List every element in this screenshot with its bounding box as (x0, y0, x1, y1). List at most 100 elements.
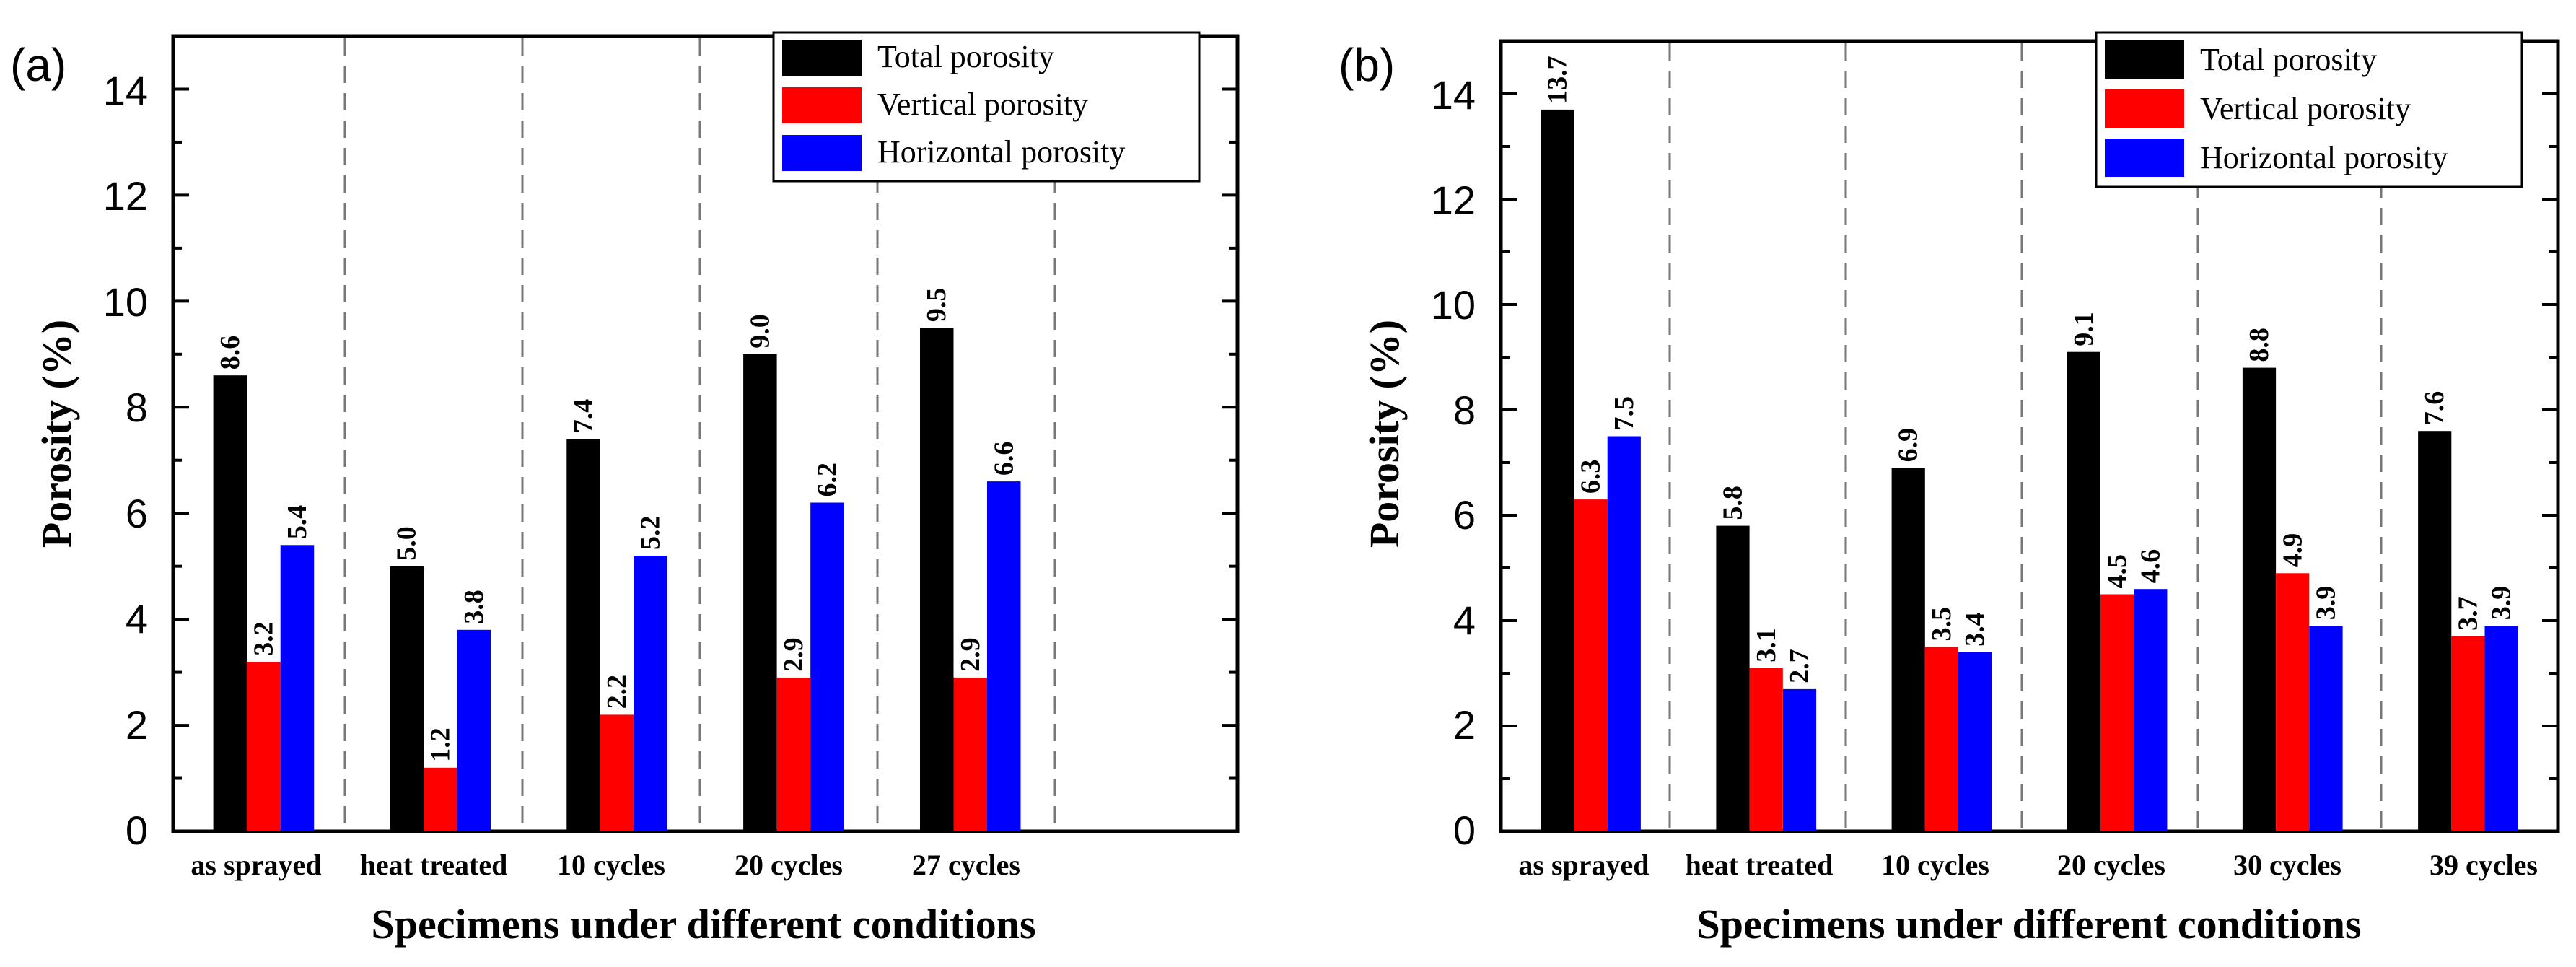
y-tick-label: 0 (126, 808, 148, 853)
bar (1924, 647, 1958, 831)
y-tick-label: 6 (126, 491, 148, 536)
data-label: 6.6 (989, 442, 1019, 476)
bar (390, 566, 424, 831)
data-label: 3.4 (1960, 612, 1990, 647)
data-label: 9.1 (2069, 312, 2099, 346)
plot-frame (171, 34, 1240, 833)
data-label: 6.2 (812, 463, 842, 497)
bar (1607, 436, 1641, 831)
bar (2067, 351, 2100, 831)
plot-frame (1499, 39, 2560, 833)
y-tick-label: 2 (126, 702, 148, 748)
category-separators (343, 38, 1056, 829)
legend-swatch-total-porosity (782, 40, 862, 76)
bar (987, 481, 1021, 831)
data-label: 3.7 (2453, 596, 2483, 631)
bar (2276, 573, 2310, 831)
data-label: 5.2 (636, 516, 666, 551)
bar (743, 354, 777, 831)
y-tick-label: 10 (103, 279, 148, 325)
data-label: 1.2 (425, 727, 455, 762)
bar (810, 502, 844, 831)
x-tick-label: heat treated (1686, 849, 1834, 881)
bar (566, 439, 600, 831)
y-tick-label: 0 (1453, 808, 1476, 853)
data-label: 8.8 (2244, 328, 2274, 362)
x-tick-label: 30 cycles (2233, 849, 2341, 881)
data-label: 2.9 (955, 637, 986, 672)
y-tick-label: 8 (1453, 388, 1476, 433)
data-label: 6.3 (1576, 460, 1606, 494)
x-tick-label: heat treated (360, 849, 508, 881)
bar-series-vertical-porosity (1574, 499, 2485, 831)
category-separators (1668, 43, 2383, 829)
x-tick-label: 10 cycles (557, 849, 665, 881)
data-labels: 8.6 5.0 7.4 9.0 9.5 3.2 1.2 2.2 2.9 2.9 … (215, 288, 1019, 762)
bar (280, 545, 315, 831)
chart-panel-a: (a) 0 2 4 6 8 10 12 14 as sprayed heat t… (10, 31, 1240, 948)
y-tick-label: 10 (1431, 282, 1476, 328)
bar (953, 677, 987, 831)
bar (2484, 626, 2518, 831)
legend-label-vertical-porosity: Vertical porosity (877, 87, 1088, 122)
bar (776, 677, 811, 831)
legend-label-total-porosity: Total porosity (2200, 42, 2377, 77)
x-tick-label: 27 cycles (912, 849, 1020, 881)
data-label: 4.9 (2277, 533, 2308, 568)
data-label: 3.9 (2487, 586, 2517, 621)
bar (1782, 688, 1817, 831)
bar-series-horizontal-porosity (1607, 436, 2518, 831)
bar (1574, 499, 1608, 831)
legend-label-horizontal-porosity: Horizontal porosity (877, 134, 1125, 170)
data-label: 5.0 (392, 526, 422, 561)
bar (920, 328, 954, 832)
x-tick-label: 39 cycles (2430, 849, 2538, 881)
x-tick-labels: as sprayed heat treated 10 cycles 20 cyc… (1518, 849, 2538, 881)
data-label: 6.9 (1893, 428, 1924, 463)
legend-label-total-porosity: Total porosity (877, 39, 1054, 74)
x-tick-label: 20 cycles (735, 849, 843, 881)
legend-swatch-vertical-porosity (2105, 89, 2184, 128)
data-label: 8.6 (215, 336, 245, 370)
bar (1541, 109, 1574, 831)
bar-series-horizontal-porosity (280, 481, 1021, 831)
x-axis-title: Specimens under different conditions (371, 901, 1035, 948)
bar (1716, 525, 1750, 831)
bar (2309, 626, 2343, 831)
bar (634, 556, 667, 831)
legend-label-horizontal-porosity: Horizontal porosity (2200, 140, 2448, 175)
data-label: 4.6 (2135, 549, 2165, 584)
bar-series-total-porosity (213, 328, 954, 832)
data-label: 3.8 (459, 590, 489, 624)
x-axis-title: Specimens under different conditions (1696, 901, 2361, 948)
legend-label-vertical-porosity: Vertical porosity (2200, 91, 2411, 126)
data-label: 7.4 (569, 399, 599, 434)
data-label: 2.9 (779, 637, 809, 672)
bar-series-total-porosity (1541, 109, 2452, 832)
data-labels: 13.7 5.8 6.9 9.1 8.8 7.6 6.3 3.1 3.5 4.5… (1542, 56, 2516, 683)
y-tick-label: 14 (103, 68, 148, 113)
y-tick-label: 4 (1453, 598, 1476, 643)
legend-swatch-horizontal-porosity (2105, 139, 2184, 177)
y-tick-label: 14 (1431, 72, 1476, 118)
bar (424, 767, 457, 831)
bar (2242, 367, 2277, 832)
y-tick-labels: 0 2 4 6 8 10 12 14 (103, 68, 148, 853)
panel-label: (a) (10, 39, 66, 91)
data-label: 7.6 (2419, 391, 2450, 426)
data-label: 3.9 (2311, 586, 2341, 621)
data-label: 5.4 (282, 505, 312, 540)
legend: Total porosity Vertical porosity Horizon… (772, 31, 1201, 183)
bar (2100, 594, 2134, 831)
data-label: 3.1 (1751, 628, 1782, 662)
bar (457, 629, 491, 831)
data-label: 4.5 (2102, 554, 2132, 589)
data-label: 3.5 (1927, 607, 1957, 642)
data-label: 9.5 (921, 288, 952, 323)
bar (2451, 636, 2485, 831)
legend-swatch-vertical-porosity (782, 87, 862, 123)
bar (1891, 468, 1925, 831)
data-label: 13.7 (1542, 56, 1572, 104)
axis-ticks (173, 35, 1237, 833)
